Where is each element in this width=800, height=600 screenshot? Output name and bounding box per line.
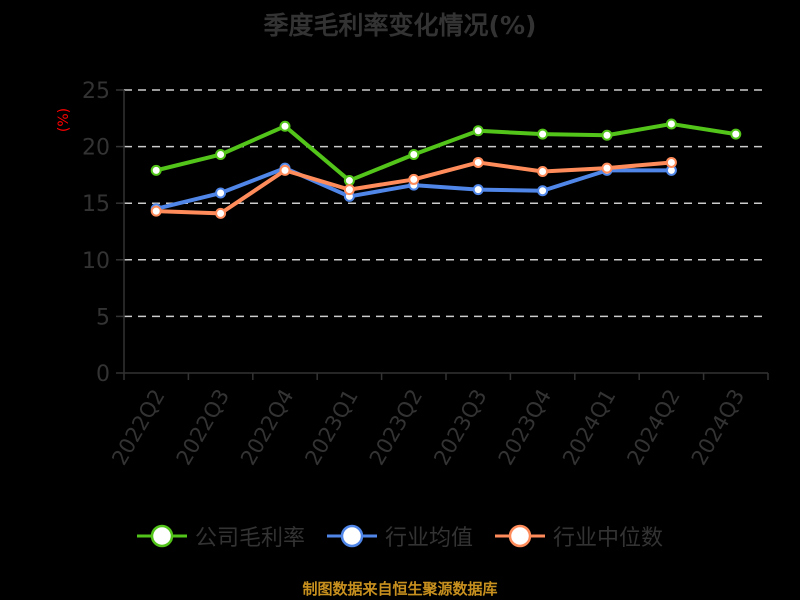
data-point[interactable] xyxy=(665,156,677,168)
x-tick-label: 2022Q2 xyxy=(107,385,169,469)
data-point[interactable] xyxy=(279,164,291,176)
data-point[interactable] xyxy=(472,184,484,196)
y-tick-label: 10 xyxy=(82,249,110,274)
legend-label: 公司毛利率 xyxy=(194,526,305,551)
y-tick-label: 15 xyxy=(82,192,110,217)
legend-item[interactable]: 公司毛利率 xyxy=(136,520,305,552)
data-point[interactable] xyxy=(150,164,162,176)
legend-line-marker-icon xyxy=(495,524,545,548)
legend-label: 行业中位数 xyxy=(553,526,664,551)
x-tick-label: 2024Q3 xyxy=(687,385,749,469)
chart-title: 季度毛利率变化情况(%) xyxy=(263,11,537,40)
data-source-note: 制图数据来自恒生聚源数据库 xyxy=(302,580,498,598)
legend-line-marker-icon xyxy=(326,524,377,548)
data-point[interactable] xyxy=(343,175,355,187)
x-tick-label: 2023Q2 xyxy=(365,385,427,469)
data-point[interactable] xyxy=(279,120,291,132)
legend-item[interactable]: 行业均值 xyxy=(326,520,473,552)
y-tick-label: 5 xyxy=(96,305,110,330)
data-point[interactable] xyxy=(472,125,484,137)
x-tick-label: 2023Q3 xyxy=(429,385,491,469)
data-point[interactable] xyxy=(408,149,420,161)
x-tick-label: 2024Q1 xyxy=(558,385,620,469)
data-point[interactable] xyxy=(150,205,162,217)
data-point[interactable] xyxy=(472,156,484,168)
legend-label: 行业均值 xyxy=(384,526,473,551)
x-tick-label: 2022Q3 xyxy=(172,385,234,469)
data-point[interactable] xyxy=(601,129,613,141)
x-tick-label: 2023Q1 xyxy=(300,385,362,469)
data-point[interactable] xyxy=(665,118,677,130)
data-point[interactable] xyxy=(215,187,227,199)
y-tick-label: 0 xyxy=(96,362,110,387)
x-tick-label: 2022Q4 xyxy=(236,385,298,469)
data-point[interactable] xyxy=(730,128,742,140)
legend-item[interactable]: 行业中位数 xyxy=(495,520,663,552)
legend-line-marker-icon xyxy=(136,524,187,548)
y-tick-label: 20 xyxy=(82,136,110,161)
x-tick-label: 2024Q2 xyxy=(622,385,684,469)
x-tick-label: 2023Q4 xyxy=(494,385,556,469)
data-point[interactable] xyxy=(408,173,420,185)
data-point[interactable] xyxy=(343,184,355,196)
data-point[interactable] xyxy=(601,162,613,174)
data-point[interactable] xyxy=(215,149,227,161)
data-point[interactable] xyxy=(537,185,549,197)
y-tick-label: 25 xyxy=(82,79,110,104)
data-point[interactable] xyxy=(537,166,549,178)
chart-legend: 公司毛利率 行业均值 行业中位数 xyxy=(0,520,800,552)
data-point[interactable] xyxy=(215,207,227,219)
series-line xyxy=(155,121,737,183)
data-point[interactable] xyxy=(537,128,549,140)
